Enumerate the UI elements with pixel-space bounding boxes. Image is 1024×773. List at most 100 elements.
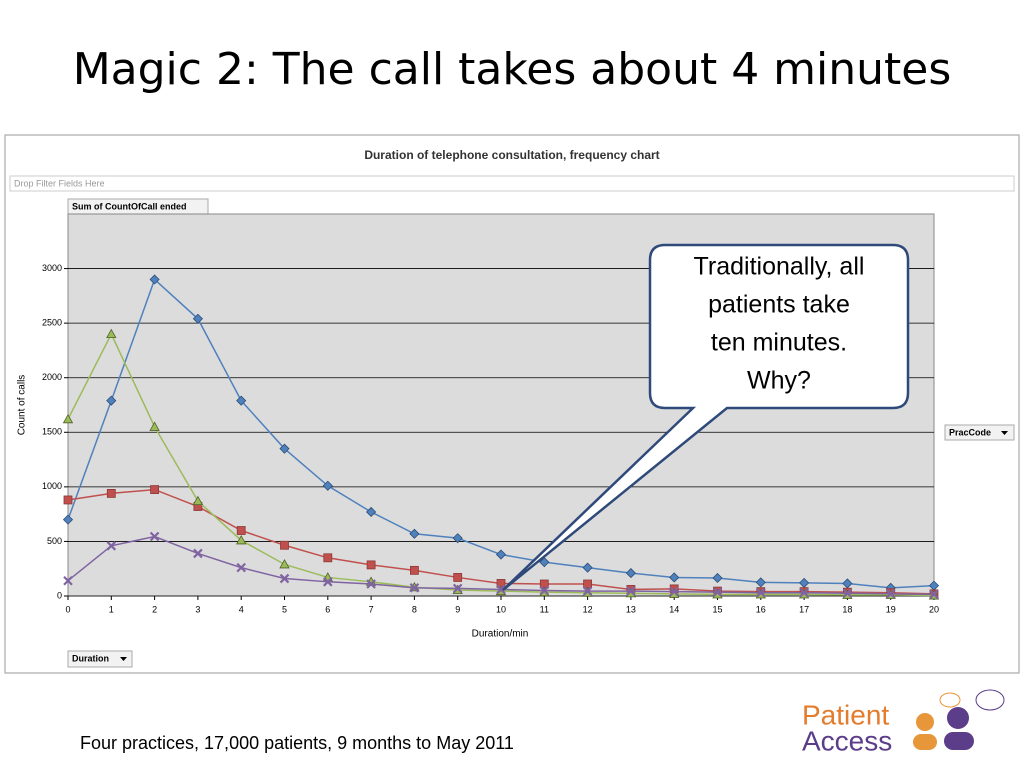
marker xyxy=(799,587,809,598)
marker xyxy=(366,506,377,518)
marker xyxy=(149,531,160,542)
x-tick-label: 20 xyxy=(929,604,939,614)
x-tick-label: 2 xyxy=(152,604,157,614)
marker xyxy=(236,395,247,406)
marker xyxy=(712,572,723,584)
x-tick-label: 1 xyxy=(109,604,114,614)
marker xyxy=(582,562,593,573)
marker xyxy=(279,573,290,584)
legend-field-label: PracCode xyxy=(949,427,991,437)
logo-icon xyxy=(944,732,974,750)
marker xyxy=(885,589,896,599)
x-tick-label: 7 xyxy=(369,604,374,614)
marker xyxy=(63,575,73,586)
marker xyxy=(625,568,636,579)
marker xyxy=(236,535,247,545)
chart-title: Duration of telephone consultation, freq… xyxy=(364,148,659,162)
marker xyxy=(366,560,376,570)
marker xyxy=(106,489,116,498)
marker xyxy=(409,565,419,575)
x-tick-label: 17 xyxy=(799,604,809,614)
y-tick-label: 1500 xyxy=(42,427,62,437)
marker xyxy=(323,577,333,587)
marker xyxy=(669,572,680,583)
callout xyxy=(502,243,910,591)
marker xyxy=(496,584,506,595)
logo-text: Access xyxy=(802,725,892,756)
filter-zone[interactable] xyxy=(9,175,1015,192)
x-tick-label: 8 xyxy=(412,604,417,614)
marker xyxy=(409,528,420,539)
logo-icon xyxy=(947,707,969,729)
callout-line: patients take xyxy=(708,291,850,319)
marker xyxy=(712,587,723,597)
y-tick-label: 1000 xyxy=(42,481,62,491)
marker xyxy=(150,485,160,494)
x-tick-label: 0 xyxy=(65,604,70,614)
logo-text: Patient xyxy=(802,699,889,730)
marker xyxy=(366,579,376,589)
marker xyxy=(452,533,463,544)
dropdown-arrow xyxy=(120,657,127,661)
logo-icon xyxy=(939,692,961,708)
x-tick-label: 5 xyxy=(282,604,287,614)
marker xyxy=(539,585,550,596)
marker xyxy=(582,586,593,596)
y-tick-label: 2500 xyxy=(42,318,62,328)
marker xyxy=(452,583,463,594)
marker xyxy=(453,573,463,582)
x-tick-label: 15 xyxy=(712,604,722,614)
axis-field-label: Duration xyxy=(72,653,109,663)
marker xyxy=(192,495,204,506)
callout-line: Why? xyxy=(747,367,811,395)
x-tick-label: 10 xyxy=(496,604,506,614)
logo-icon xyxy=(913,734,937,750)
marker xyxy=(106,541,117,551)
x-tick-label: 18 xyxy=(842,604,852,614)
x-tick-label: 11 xyxy=(540,604,549,614)
marker xyxy=(495,549,507,560)
y-tick-label: 2000 xyxy=(42,372,62,382)
marker xyxy=(279,443,290,454)
marker xyxy=(842,588,853,599)
marker xyxy=(236,562,246,573)
x-tick-label: 4 xyxy=(239,604,244,614)
marker xyxy=(626,586,636,596)
marker xyxy=(62,413,74,424)
footer: Four practices, 17,000 patients, 9 month… xyxy=(80,733,514,753)
marker xyxy=(236,526,246,535)
x-tick-label: 6 xyxy=(325,604,330,614)
marker xyxy=(192,313,203,324)
slide-title: Magic 2: The call takes about 4 minutes xyxy=(73,44,952,95)
marker xyxy=(106,395,117,406)
marker xyxy=(539,557,550,568)
x-tick-label: 13 xyxy=(626,604,636,614)
logo-icon xyxy=(975,689,1005,711)
legend-field-button[interactable] xyxy=(944,424,1015,441)
x-tick-label: 14 xyxy=(669,604,679,614)
data-field-label: Sum of CountOfCall ended xyxy=(72,201,187,211)
marker xyxy=(409,583,420,593)
y-tick-label: 500 xyxy=(47,536,62,546)
marker xyxy=(929,589,939,600)
dropdown-arrow xyxy=(1001,431,1008,435)
x-tick-label: 9 xyxy=(455,604,460,614)
x-tick-label: 16 xyxy=(756,604,766,614)
marker xyxy=(669,586,679,597)
marker xyxy=(279,559,290,569)
filter-zone-label: Drop Filter Fields Here xyxy=(14,178,105,188)
marker xyxy=(62,514,74,525)
callout-line: Traditionally, all xyxy=(694,253,865,281)
marker xyxy=(149,421,160,431)
marker xyxy=(106,328,117,339)
axis-field-button[interactable] xyxy=(67,650,133,668)
marker xyxy=(755,577,766,588)
marker xyxy=(323,553,333,563)
logo-icon xyxy=(916,713,934,731)
y-axis-label: Count of calls xyxy=(17,375,28,436)
marker xyxy=(149,274,160,285)
x-tick-label: 19 xyxy=(886,604,896,614)
x-tick-label: 12 xyxy=(583,604,593,614)
